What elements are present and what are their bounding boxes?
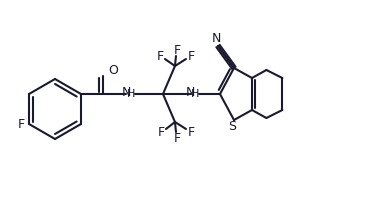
- Text: F: F: [157, 125, 165, 138]
- Text: N: N: [121, 87, 131, 100]
- Text: N: N: [211, 31, 221, 44]
- Text: H: H: [127, 89, 135, 99]
- Text: F: F: [157, 49, 163, 62]
- Text: F: F: [17, 117, 25, 130]
- Text: H: H: [191, 89, 199, 99]
- Text: O: O: [108, 64, 118, 77]
- Text: F: F: [187, 49, 195, 62]
- Text: F: F: [187, 125, 195, 138]
- Text: F: F: [173, 132, 180, 145]
- Text: N: N: [185, 87, 195, 100]
- Text: F: F: [173, 43, 180, 56]
- Text: S: S: [228, 120, 236, 133]
